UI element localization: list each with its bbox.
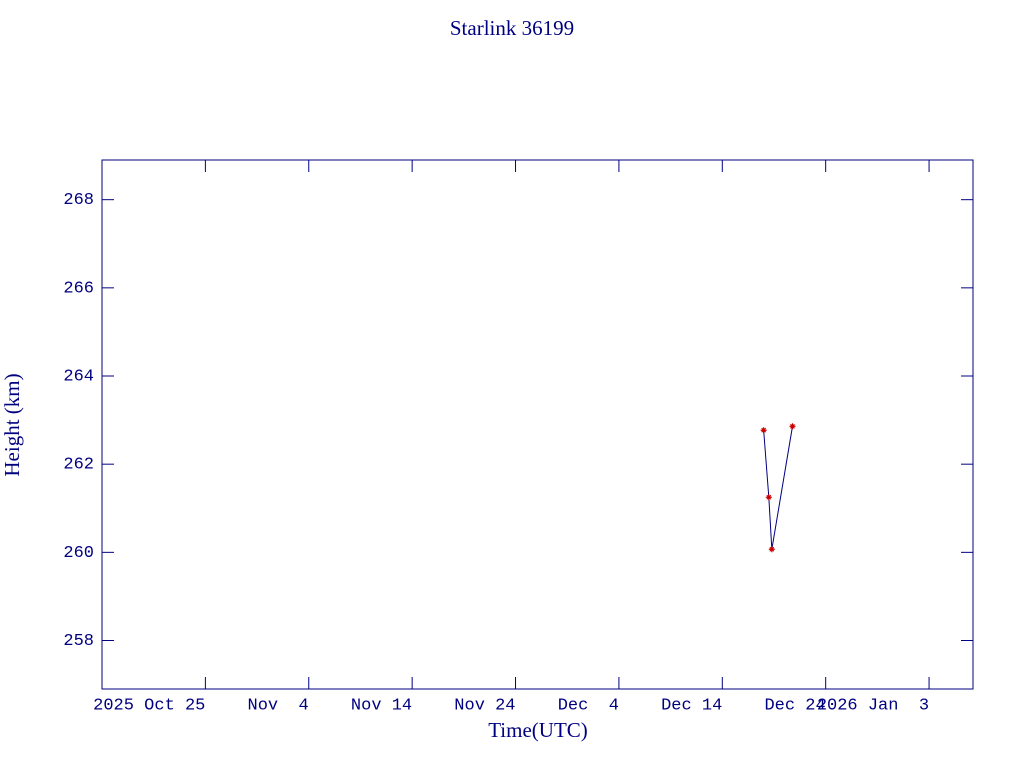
data-point <box>760 427 767 434</box>
x-tick-label: Nov 14 <box>351 696 412 715</box>
y-tick-label: 260 <box>63 544 94 563</box>
x-tick-label: Nov 24 <box>454 696 515 715</box>
plot-frame <box>101 159 974 690</box>
chart-title: Starlink 36199 <box>450 16 574 40</box>
x-tick-label: 2026 Jan 3 <box>817 696 929 715</box>
x-axis-label: Time(UTC) <box>488 718 588 742</box>
data-line <box>763 426 794 550</box>
y-tick-label: 262 <box>63 456 94 475</box>
x-tick-label: Dec 24 <box>764 696 825 715</box>
y-tick-label: 264 <box>63 367 94 386</box>
y-tick-label: 266 <box>63 279 94 298</box>
y-axis-label: Height (km) <box>0 373 24 476</box>
data-point <box>768 546 775 553</box>
y-tick-label: 268 <box>63 191 94 210</box>
x-tick-label: 2025 Oct 25 <box>93 696 205 715</box>
x-tick-label: Dec 14 <box>661 696 722 715</box>
data-point <box>789 423 796 430</box>
data-point <box>765 494 772 501</box>
x-tick-label: Nov 4 <box>248 696 309 715</box>
y-tick-label: 258 <box>63 632 94 651</box>
x-tick-label: Dec 4 <box>558 696 619 715</box>
